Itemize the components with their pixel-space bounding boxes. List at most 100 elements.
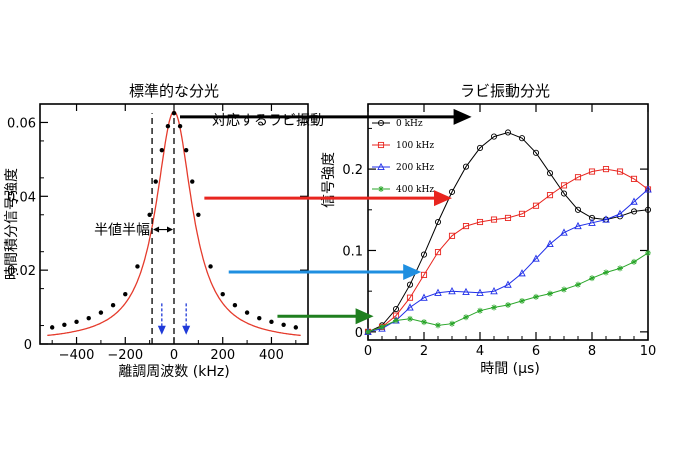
- left-data-point: [293, 325, 299, 330]
- circle-marker: [630, 208, 638, 215]
- left-y-axis-label: 時間積分信号強度: [4, 168, 20, 280]
- legend-label: 200 kHz: [396, 163, 434, 173]
- star-marker: [477, 307, 483, 314]
- circle-marker: [504, 129, 512, 136]
- left-data-point: [74, 319, 79, 325]
- left-y-tick-label: 0.02: [7, 264, 36, 279]
- circle-marker: [546, 170, 554, 177]
- triangle-marker: [616, 209, 624, 217]
- left-axes: −400 −200 0 200 400 0 0.02 0.04 0.06: [7, 104, 308, 363]
- triangle-marker: [574, 221, 582, 230]
- right-y-tick-label: 0.2: [342, 163, 363, 178]
- left-x-tick-label: −200: [107, 348, 143, 363]
- left-x-tick-label: 0: [170, 348, 178, 363]
- circle-marker: [644, 206, 652, 213]
- left-y-tick-label: 0.04: [7, 190, 36, 205]
- triangle-marker: [588, 218, 596, 226]
- star-marker: [407, 315, 413, 322]
- circle-marker: [406, 281, 414, 288]
- triangle-marker: [644, 185, 652, 193]
- left-y-tick-label: 0: [24, 338, 32, 353]
- right-x-tick-label: 6: [532, 344, 540, 359]
- hwhm-arrow-head-left: [153, 226, 160, 233]
- left-data-point: [183, 147, 189, 153]
- square-marker: [588, 168, 596, 175]
- legend-label: 0 kHz: [396, 119, 423, 129]
- circle-marker: [532, 149, 540, 156]
- connector-arrow-head: [434, 190, 452, 207]
- connector-label: 対応するラビ振動: [212, 113, 324, 129]
- left-plot-area: 半値半幅: [47, 110, 301, 344]
- left-data-point: [269, 319, 274, 325]
- triangle-marker: [420, 293, 428, 301]
- triangle-marker: [532, 254, 540, 262]
- triangle-marker: [518, 269, 526, 277]
- left-data-point: [135, 264, 140, 269]
- series-line: [367, 168, 649, 333]
- circle-marker: [490, 133, 498, 140]
- left-data-point: [110, 303, 116, 308]
- star-marker: [631, 258, 637, 265]
- square-marker: [448, 232, 456, 239]
- blue-arrow-head: [182, 325, 191, 335]
- left-data-point: [123, 291, 128, 297]
- right-x-axis-label: 時間 (μs): [480, 361, 540, 377]
- square-marker: [420, 271, 428, 278]
- star-marker: [547, 290, 553, 297]
- legend-label: 100 kHz: [396, 141, 434, 151]
- square-marker: [560, 182, 568, 189]
- triangle-marker: [504, 280, 512, 288]
- right-plot-area: [364, 129, 652, 335]
- square-marker: [602, 166, 610, 173]
- right-x-tick-label: 10: [640, 344, 657, 359]
- square-marker: [574, 174, 582, 181]
- left-y-tick-label: 0.06: [7, 116, 36, 131]
- series-line: [367, 189, 649, 333]
- circle-marker: [377, 119, 385, 127]
- triangle-marker: [490, 286, 498, 295]
- star-marker: [378, 186, 384, 192]
- square-marker: [518, 210, 526, 217]
- star-marker: [449, 320, 455, 327]
- circle-marker: [448, 188, 456, 195]
- right-y-axis-label: 信号強度: [321, 152, 337, 208]
- circle-marker: [560, 190, 568, 197]
- left-x-axis-label: 離調周波数 (kHz): [118, 363, 229, 380]
- triangle-marker: [448, 286, 456, 295]
- left-x-tick-label: 200: [210, 348, 235, 363]
- square-marker: [377, 141, 385, 149]
- left-data-point: [153, 179, 158, 184]
- legend-label: 400 kHz: [396, 185, 434, 195]
- connector-arrow-head: [453, 108, 472, 125]
- right-axes: 0 2 4 6 8 10 0 0.1 0.2: [342, 104, 656, 359]
- hwhm-label: 半値半幅: [94, 223, 150, 239]
- square-marker: [504, 214, 512, 221]
- square-marker: [462, 223, 470, 230]
- square-marker: [406, 294, 414, 301]
- right-y-tick-label: 0: [355, 326, 363, 341]
- triangle-marker: [630, 197, 638, 205]
- square-marker: [630, 175, 638, 182]
- right-x-tick-label: 8: [588, 344, 596, 359]
- star-marker: [589, 275, 595, 282]
- star-marker: [421, 319, 427, 326]
- circle-marker: [518, 135, 526, 142]
- circle-marker: [476, 144, 484, 151]
- right-x-tick-label: 2: [420, 344, 428, 359]
- left-data-point: [62, 322, 67, 327]
- triangle-marker: [602, 215, 610, 223]
- left-data-point: [220, 291, 225, 297]
- triangle-marker: [406, 303, 414, 311]
- left-data-point: [257, 315, 262, 321]
- left-data-point: [165, 123, 171, 129]
- series-2: [364, 185, 652, 335]
- left-data-point: [190, 179, 195, 184]
- star-marker: [603, 269, 609, 276]
- left-data-point: [86, 315, 91, 321]
- left-data-point: [232, 303, 238, 308]
- right-legend: 0 kHz 100 kHz 200 kHz 400 kHz: [372, 119, 434, 195]
- blue-arrow-head: [157, 325, 166, 335]
- right-chart-title: ラビ振動分光: [460, 82, 550, 100]
- star-marker: [617, 265, 623, 272]
- circle-marker: [392, 306, 400, 313]
